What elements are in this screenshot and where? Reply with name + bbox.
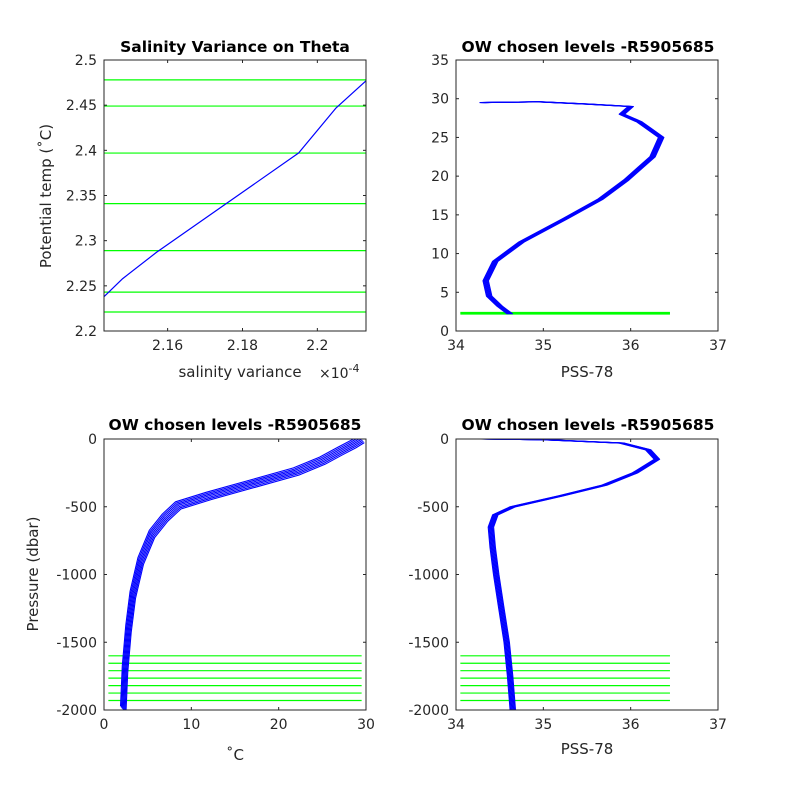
panel-4-y-tick-label-1: -1500 [408,635,449,651]
panel-1-x-exponent-power: -4 [349,362,360,375]
panel-3-series-0-line-4 [123,439,363,710]
panel-3-title: OW chosen levels -R5905685 [109,416,362,434]
panel-1-y-tick-label-4: 2.4 [75,143,97,159]
panel-4-marks-group [460,439,670,710]
panel-1-y-tick-label-5: 2.45 [66,98,97,114]
panel-2-y-tick-label-3: 15 [431,208,449,224]
panel-1-x-axis-label: salinity variance [178,363,301,381]
panel-1-series-0-line-0 [104,80,366,298]
panel-1-x-exponent: ×10-4 [319,362,360,382]
panel-3-series-0-line-3 [122,439,362,710]
panel-4-x-tick-label-2: 36 [622,717,640,733]
panel-4-y-tick-label-0: -2000 [408,703,449,719]
panel-salinity-variance: Salinity Variance on Theta 2.16 2.18 2.22.… [37,38,367,382]
panel-salinity-theta: OW chosen levels -R5905685 34 35 36 37 0 5 10 1… [431,38,727,381]
panel-4-ticks: 34 35 36 37 -2000 -1500 -1000 -500 0 [408,432,727,733]
panel-3-x-tick-label-3: 30 [357,717,375,733]
panel-4-x-tick-label-0: 34 [447,717,465,733]
panel-1-y-tick-label-6: 2.5 [75,53,97,69]
panel-3-y-tick-label-2: -1000 [56,568,97,584]
panel-1-x-tick-label-0: 2.16 [152,338,183,354]
panel-2-y-tick-label-4: 20 [431,169,449,185]
panel-2-y-tick-label-2: 10 [431,247,449,263]
panel-4-plot-area [460,439,670,710]
panel-2-y-tick-label-1: 5 [440,285,449,301]
panel-1-y-tick-label-1: 2.25 [66,279,97,295]
panel-3-x-axis-label: ˚C [226,746,244,764]
panel-1-title: Salinity Variance on Theta [120,38,350,56]
panel-3-series-0-line-5 [124,440,364,710]
panel-2-marks-group [460,101,670,315]
panel-3-marks-group [108,439,365,710]
panel-1-x-exponent-base: ×10 [319,366,349,382]
panel-1-plot-area [104,79,366,313]
panel-3-series-0-line-2 [121,439,360,709]
panel-2-x-tick-label-3: 37 [709,338,727,354]
panel-3-y-tick-label-3: -500 [65,500,97,516]
panel-2-ticks: 34 35 36 37 0 5 10 15 20 25 30 35 [431,53,727,354]
panel-2-x-tick-label-1: 35 [534,338,552,354]
panel-3-y-tick-label-4: 0 [88,432,97,448]
panel-3-plot-area [108,439,365,710]
panel-1-marks-group [104,79,366,313]
panel-2-y-tick-label-7: 35 [431,53,449,69]
panel-3-x-tick-label-2: 20 [270,717,288,733]
panel-2-x-tick-label-0: 34 [447,338,465,354]
panel-3-series-0-line-1 [120,439,357,708]
panel-2-axes-frame [455,59,719,332]
panel-1-y-tick-label-2: 2.3 [75,234,97,250]
panel-temperature-pressure: OW chosen levels -R5905685 0 10 20 30 -2000 -… [24,416,375,764]
panel-3-x-tick-label-0: 0 [100,717,109,733]
panel-1-y-tick-label-0: 2.2 [75,324,97,340]
panel-3-series-0-line-0 [119,439,355,707]
panel-4-series-0-line-6 [484,439,661,710]
panel-salinity-pressure: OW chosen levels -R5905685 34 35 36 37 -2000… [408,416,727,758]
panel-1-x-tick-label-1: 2.18 [227,338,258,354]
panel-2-plot-area [460,101,670,315]
panel-2-title: OW chosen levels -R5905685 [462,38,715,56]
panel-1-x-tick-label-2: 2.2 [306,338,328,354]
panel-2-y-tick-label-0: 0 [440,324,449,340]
panel-2-x-axis-label: PSS-78 [561,363,614,381]
panel-1-y-axis-label: Potential temp (˚C) [37,124,55,268]
panel-1-y-tick-label-3: 2.35 [66,189,97,205]
panel-1-ticks: 2.16 2.18 2.2 2.2 2.25 2.3 2.35 2.4 2.45 2.5 [66,53,366,354]
panel-3-y-axis-label: Pressure (dbar) [24,517,42,632]
panel-4-x-tick-label-1: 35 [534,717,552,733]
panel-4-x-axis-label: PSS-78 [561,740,614,758]
panel-3-series-0-line-6 [125,442,365,710]
panel-4-y-tick-label-3: -500 [417,500,449,516]
panel-3-y-tick-label-1: -1500 [56,635,97,651]
panel-2-y-tick-label-5: 25 [431,130,449,146]
panel-2-series-0-line-6 [484,101,665,315]
panel-3-ticks: 0 10 20 30 -2000 -1500 -1000 -500 0 [56,432,375,733]
panel-4-x-tick-label-3: 37 [709,717,727,733]
panel-4-y-tick-label-2: -1000 [408,568,449,584]
panel-3-x-tick-label-1: 10 [182,717,200,733]
panel-4-y-tick-label-4: 0 [440,432,449,448]
panel-2-y-tick-label-6: 30 [431,92,449,108]
panel-4-title: OW chosen levels -R5905685 [462,416,715,434]
panel-2-x-tick-label-2: 36 [622,338,640,354]
panel-3-y-tick-label-0: -2000 [56,703,97,719]
